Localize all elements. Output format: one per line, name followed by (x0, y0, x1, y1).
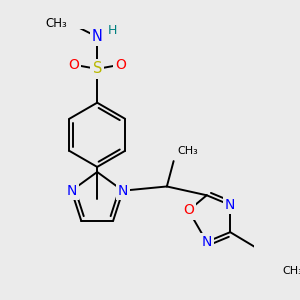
Text: O: O (183, 203, 194, 218)
Text: CH₃: CH₃ (45, 17, 67, 30)
Text: CH₃: CH₃ (283, 266, 300, 276)
Text: S: S (92, 61, 102, 76)
Text: N: N (118, 184, 128, 198)
Text: O: O (116, 58, 126, 72)
Text: N: N (202, 235, 212, 249)
Text: O: O (68, 58, 79, 72)
Text: N: N (66, 184, 77, 198)
Text: N: N (92, 29, 103, 44)
Text: H: H (108, 23, 118, 37)
Text: CH₃: CH₃ (177, 146, 198, 156)
Text: N: N (225, 198, 236, 212)
